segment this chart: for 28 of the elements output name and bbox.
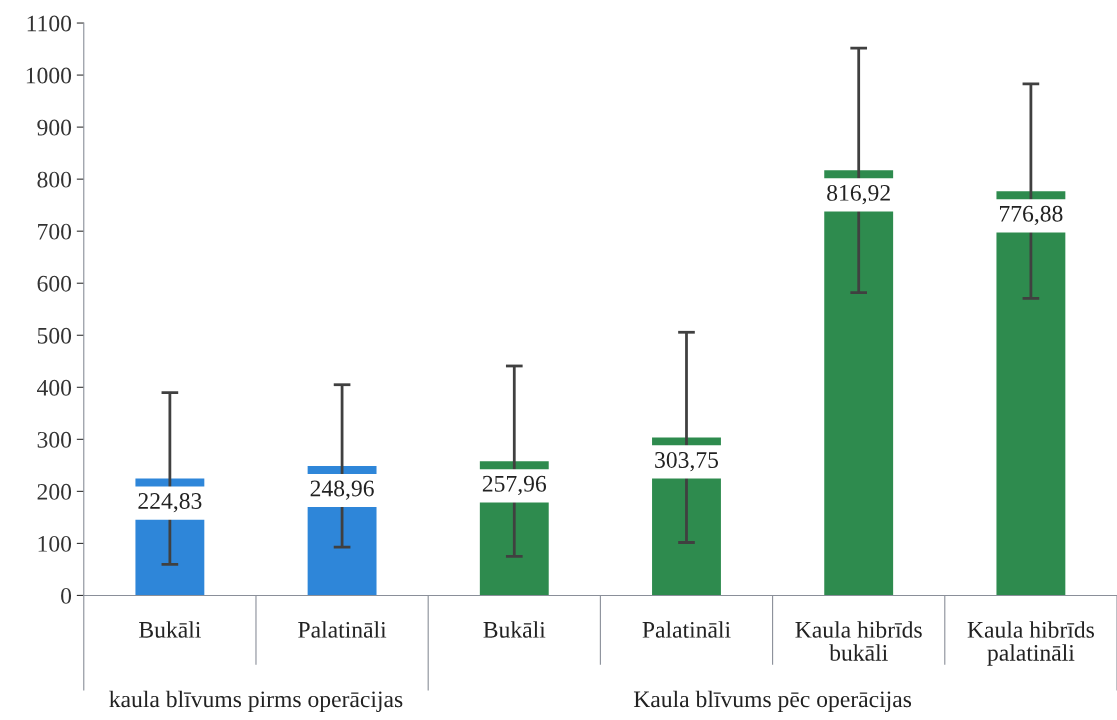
x-tick-label: Kaula hibrīds bukāli — [795, 621, 922, 661]
y-tick-label: 1000 — [26, 67, 72, 84]
x-tick-label: Palatināli — [298, 621, 387, 638]
data-label: 303,75 — [655, 451, 719, 472]
y-tick-label: 0 — [61, 587, 72, 604]
data-label: 248,96 — [310, 480, 374, 500]
y-tick-label: 600 — [37, 275, 72, 292]
y-tick-label: 200 — [37, 483, 72, 500]
y-tick-label: 300 — [37, 431, 72, 448]
y-tick-label: 1100 — [27, 15, 72, 32]
text: kaula blīvums pirms operācijas — [109, 690, 403, 713]
data-label: 776,88 — [999, 205, 1063, 226]
y-tick-label: 400 — [37, 379, 72, 396]
text: Kaula blīvums pēc operācijas — [633, 690, 912, 713]
bar — [824, 170, 894, 596]
x-tick-label: Bukāli — [139, 621, 201, 638]
x-tick-label: Palatināli — [642, 621, 731, 638]
y-tick-label: 500 — [37, 327, 72, 344]
y-tick-label: 800 — [37, 171, 72, 188]
x-tick-label: Bukāli — [483, 621, 546, 638]
data-label: 257,96 — [482, 475, 547, 496]
data-label: 224,83 — [138, 493, 202, 513]
y-tick-label: 100 — [38, 535, 72, 552]
bar — [996, 191, 1066, 596]
y-tick-label: 700 — [38, 223, 72, 240]
y-tick-label: 900 — [37, 119, 72, 136]
x-tick-label: Kaula hibrīds palatināli — [967, 621, 1094, 666]
data-label: 816,92 — [827, 184, 890, 205]
